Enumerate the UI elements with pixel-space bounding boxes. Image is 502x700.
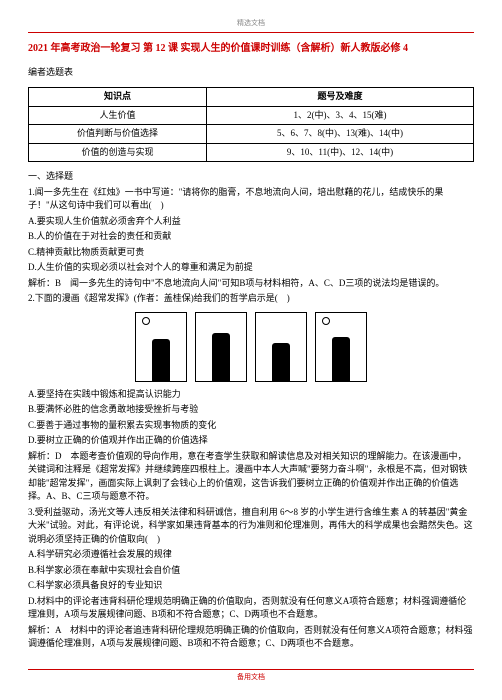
page-top-label: 精选文档 [28, 18, 474, 29]
q1-opt-b: B.人的价值在于对社会的责任和贡献 [28, 230, 474, 244]
table-header-row: 知识点 题号及难度 [29, 88, 474, 107]
table-row: 价值的创造与实现 9、10、11(中)、12、14(中) [29, 143, 474, 162]
document-title: 2021 年高考政治一轮复习 第 12 课 实现人生的价值课时训练（含解析）新人… [28, 41, 474, 56]
page-footer: 备用文档 [28, 669, 474, 683]
q3-opt-c: C.科学家必须具备良好的专业知识 [28, 579, 474, 593]
head-icon [142, 317, 150, 325]
q2-opt-b: B.要满怀必胜的信念勇敢地接受挫折与考验 [28, 403, 474, 417]
q2-analysis: 解析：D 本题考查价值观的导向作用，意在考查学生获取和解读信息及对相关知识的理解… [28, 450, 474, 504]
q3-opt-d: D.材料中的评论者违背科研伦理规范明确正确的价值取向，否则就没有任何意义A项符合… [28, 595, 474, 622]
table-caption: 编者选题表 [28, 66, 474, 80]
q1-opt-c: C.精神贡献比物质贡献更可贵 [28, 246, 474, 260]
col-header-2: 题号及难度 [207, 88, 474, 107]
col-header-1: 知识点 [29, 88, 207, 107]
q2-analysis-body: 本题考查价值观的导向作用，意在考查学生获取和解读信息及对相关知识的理解能力。在该… [28, 451, 467, 502]
q3-analysis: 解析：A 材料中的评论者追违背科研伦理规范明确正确的价值取向，否则就没有任何意义… [28, 624, 474, 651]
q2-opt-c: C.要善于通过事物的量积累去实现事物质的变化 [28, 419, 474, 433]
cell: 价值判断与价值选择 [29, 125, 207, 144]
figure-icon [332, 337, 350, 381]
knowledge-table: 知识点 题号及难度 人生价值 1、2(中)、3、4、15(难) 价值判断与价值选… [28, 87, 474, 162]
q2-analysis-label: 解析：D [28, 451, 62, 461]
header-divider [28, 32, 474, 33]
table-row: 价值判断与价值选择 5、6、7、8(中)、13(难)、14(中) [29, 125, 474, 144]
q2-stem: 2.下面的漫画《超常发挥》(作者：盖桂保)给我们的哲学启示是( ) [28, 292, 474, 306]
q1-opt-d: D.人生价值的实现必须以社会对个人的尊重和满足为前提 [28, 261, 474, 275]
figure-icon [212, 333, 230, 381]
q3-stem: 3.受利益驱动，汤光文等人违反相关法律和科研诚信，擅自利用 6～8 岁的小学生进… [28, 506, 474, 547]
comic-panel-4 [315, 312, 367, 382]
head-icon [322, 317, 330, 325]
comic-panels [28, 312, 474, 382]
figure-icon [272, 343, 290, 381]
q1-analysis: 解析：B 闻一多先生的诗句中"不息地流向人间"可知B项与材料相符，A、C、D三项… [28, 277, 474, 291]
cell: 人生价值 [29, 106, 207, 125]
q1-stem: 1.闻一多先生在《红烛》一书中写道："请将你的脂膏，不息地流向人间，培出慰藉的花… [28, 186, 474, 213]
section-heading: 一、选择题 [28, 170, 474, 184]
comic-panel-1 [135, 312, 187, 382]
cell: 9、10、11(中)、12、14(中) [207, 143, 474, 162]
q1-opt-a: A.要实现人生价值就必须舍弃个人利益 [28, 215, 474, 229]
cell: 价值的创造与实现 [29, 143, 207, 162]
comic-panel-2 [195, 312, 247, 382]
cell: 5、6、7、8(中)、13(难)、14(中) [207, 125, 474, 144]
q3-opt-a: A.科学研究必须遵循社会发展的规律 [28, 548, 474, 562]
q3-opt-b: B.科学家必须在奉献中实现社会自价值 [28, 564, 474, 578]
q2-opt-a: A.要坚持在实践中锻炼和提高认识能力 [28, 388, 474, 402]
figure-icon [152, 339, 170, 381]
comic-panel-3 [255, 312, 307, 382]
q2-opt-d: D.要树立正确的价值观并作出正确的价值选择 [28, 434, 474, 448]
table-row: 人生价值 1、2(中)、3、4、15(难) [29, 106, 474, 125]
cell: 1、2(中)、3、4、15(难) [207, 106, 474, 125]
